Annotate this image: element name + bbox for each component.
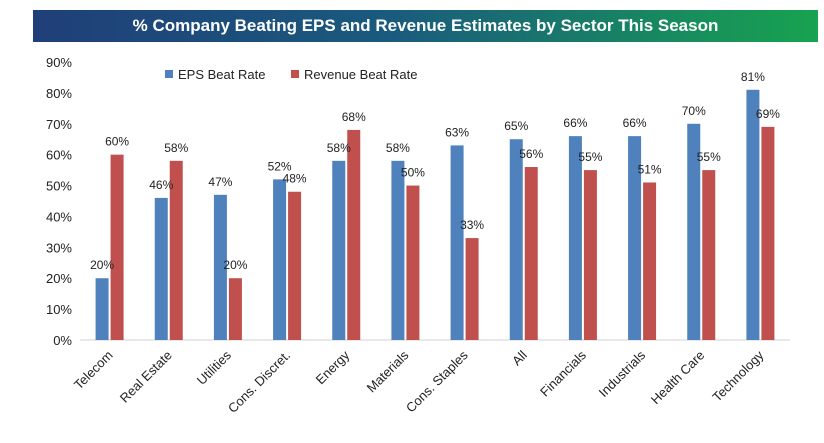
eps-data-label: 46% — [149, 178, 173, 192]
category-label: Health Care — [648, 348, 708, 408]
revenue-data-label: 68% — [342, 110, 366, 124]
revenue-bar — [169, 160, 183, 340]
eps-bar — [273, 179, 287, 340]
legend-eps-label: EPS Beat Rate — [178, 67, 265, 82]
revenue-bar — [465, 238, 479, 340]
category-label: All — [509, 347, 530, 368]
eps-bar — [332, 160, 346, 340]
eps-bar — [450, 145, 464, 340]
revenue-data-label: 56% — [519, 147, 543, 161]
eps-data-label: 58% — [386, 141, 410, 155]
revenue-data-label: 58% — [164, 141, 188, 155]
y-tick-label: 40% — [46, 209, 72, 224]
revenue-bar — [761, 126, 775, 340]
eps-bar — [95, 278, 109, 340]
revenue-data-label: 55% — [578, 150, 602, 164]
chart-title-banner: % Company Beating EPS and Revenue Estima… — [33, 10, 818, 42]
y-tick-label: 10% — [46, 302, 72, 317]
revenue-bar — [228, 278, 242, 340]
eps-data-label: 47% — [208, 175, 232, 189]
revenue-data-label: 50% — [401, 166, 425, 180]
y-tick-label: 30% — [46, 240, 72, 255]
eps-data-label: 66% — [563, 116, 587, 130]
category-label: Energy — [313, 347, 353, 387]
category-label: Industrials — [596, 347, 649, 400]
legend-revenue-swatch — [291, 70, 299, 78]
revenue-data-label: 60% — [105, 135, 129, 149]
revenue-data-label: 33% — [460, 218, 484, 232]
eps-bar — [628, 136, 642, 340]
category-label: Utilities — [194, 347, 235, 388]
eps-data-label: 52% — [268, 159, 292, 173]
labels-layer: 20% 60% 46% 58% 47% 20% 52%48% 58% 68% 58% 50% 63% 3… — [90, 70, 780, 272]
eps-data-label: 70% — [682, 104, 706, 118]
category-label: Telecom — [71, 348, 116, 393]
legend: EPS Beat Rate Revenue Beat Rate — [165, 67, 417, 82]
revenue-bar — [110, 154, 124, 340]
eps-data-label: 66% — [623, 116, 647, 130]
eps-bar — [154, 197, 168, 340]
eps-bar — [746, 89, 760, 340]
revenue-data-label: 69% — [756, 107, 780, 121]
eps-data-label: 58% — [327, 141, 351, 155]
revenue-data-label: 55% — [697, 150, 721, 164]
revenue-bar — [406, 185, 420, 340]
eps-bar — [687, 123, 701, 341]
revenue-data-label: 20% — [223, 258, 247, 272]
bars-layer — [95, 89, 775, 341]
revenue-bar — [702, 170, 716, 340]
y-tick-label: 90% — [46, 55, 72, 70]
category-label: Technology — [709, 347, 766, 404]
y-tick-label: 80% — [46, 86, 72, 101]
y-tick-label: 20% — [46, 271, 72, 286]
y-tick-label: 60% — [46, 148, 72, 163]
category-label: Financials — [537, 347, 589, 399]
eps-bar — [568, 136, 582, 340]
eps-bar — [391, 160, 405, 340]
category-label: Cons. Staples — [403, 347, 471, 415]
legend-eps-swatch — [165, 70, 173, 78]
eps-bar — [509, 139, 523, 340]
y-tick-label: 70% — [46, 117, 72, 132]
y-tick-label: 0% — [53, 333, 72, 348]
revenue-data-label: 48% — [283, 172, 307, 186]
eps-data-label: 63% — [445, 125, 469, 139]
category-label: Real Estate — [117, 348, 175, 406]
eps-bar — [213, 194, 227, 340]
eps-data-label: 20% — [90, 258, 114, 272]
revenue-bar — [347, 129, 361, 340]
revenue-bar — [583, 170, 597, 340]
legend-revenue-label: Revenue Beat Rate — [304, 67, 417, 82]
revenue-data-label: 51% — [638, 162, 662, 176]
chart-title: % Company Beating EPS and Revenue Estima… — [132, 16, 719, 35]
eps-data-label: 81% — [741, 70, 765, 84]
eps-data-label: 65% — [504, 119, 528, 133]
revenue-bar — [288, 191, 302, 340]
revenue-bar — [524, 167, 538, 340]
category-label: Materials — [364, 347, 412, 395]
revenue-bar — [643, 182, 657, 340]
category-label: Cons. Discret. — [225, 348, 293, 416]
y-tick-label: 50% — [46, 179, 72, 194]
